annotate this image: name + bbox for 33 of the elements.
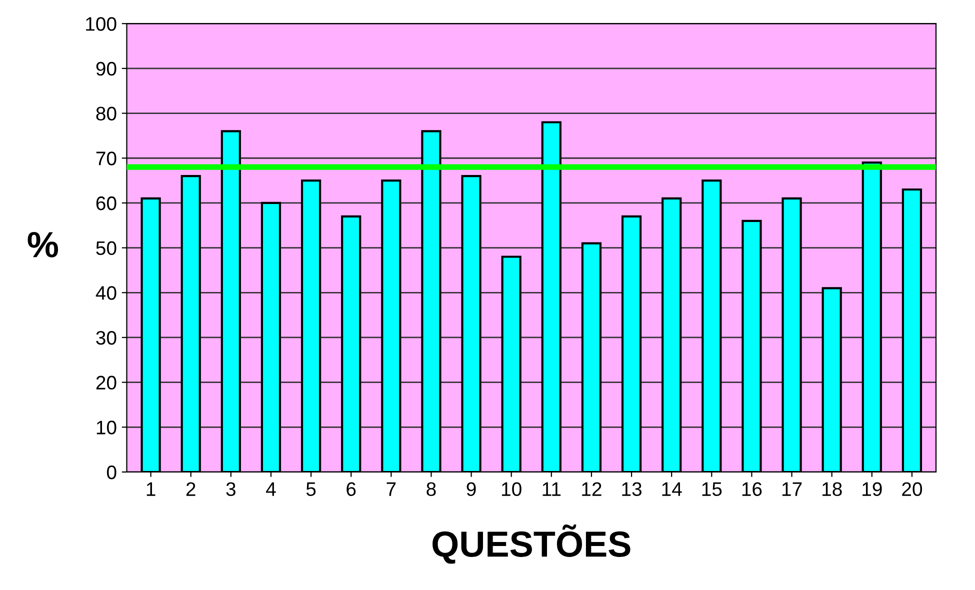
x-tick-label: 9 [466, 482, 476, 496]
x-tick-label: 12 [582, 482, 602, 496]
x-tick-label: 1 [146, 482, 156, 496]
x-tick-label: 8 [426, 482, 436, 496]
y-tick-label: 10 [96, 420, 116, 434]
y-tick-label: 0 [106, 465, 116, 480]
x-tick-label: 16 [742, 482, 762, 496]
y-tick-label: 40 [96, 286, 116, 300]
x-tick-label: 19 [862, 482, 882, 496]
y-tick-label: 70 [96, 152, 116, 166]
x-tick-label: 17 [782, 482, 802, 496]
x-tick-label: 7 [386, 482, 396, 496]
x-tick-label: 2 [186, 482, 196, 496]
x-tick-label: 6 [346, 482, 356, 496]
x-tick-label: 4 [266, 482, 276, 496]
x-tick-label: 20 [902, 482, 922, 496]
x-tick-label: 11 [542, 482, 561, 496]
y-tick-label: 80 [96, 106, 116, 121]
x-axis-title: QUESTÕES [432, 524, 630, 564]
x-tick-label: 14 [662, 482, 682, 496]
y-tick-label: 90 [96, 62, 116, 76]
y-tick-label: 100 [86, 17, 116, 31]
x-tick-label: 15 [702, 482, 722, 496]
y-tick-label: 30 [96, 330, 116, 345]
y-axis-title: % [28, 232, 58, 258]
x-tick-label: 18 [822, 482, 842, 496]
x-tick-label: 10 [502, 482, 522, 496]
x-tick-label: 13 [622, 482, 642, 496]
x-tick-label: 3 [226, 482, 236, 496]
x-tick-label: 5 [306, 482, 316, 496]
y-tick-label: 50 [96, 241, 116, 256]
y-tick-label: 20 [96, 376, 116, 390]
y-tick-label: 60 [96, 196, 116, 210]
